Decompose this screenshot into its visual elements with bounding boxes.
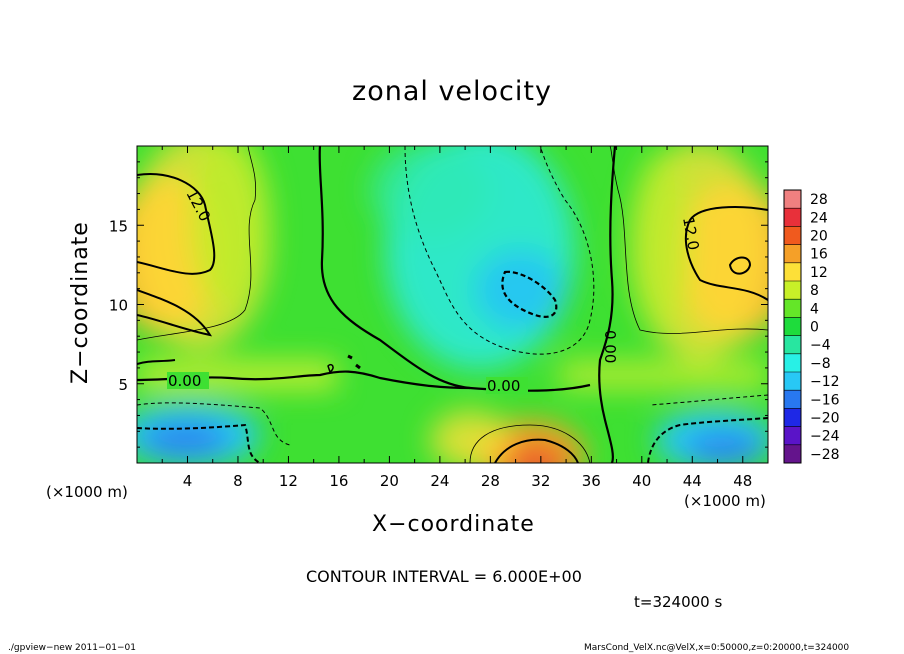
x-tick-label: 20	[380, 472, 399, 490]
colorbar-label: −12	[810, 374, 840, 390]
contour-label-right-twelve: 12.0	[679, 216, 703, 252]
colorbar-swatch	[784, 190, 801, 209]
colorbar-swatch	[784, 372, 801, 391]
x-tick-label: 8	[233, 472, 243, 490]
y-axis-unit: (×1000 m)	[46, 483, 128, 501]
colorbar-swatch	[784, 281, 801, 300]
x-axis-unit: (×1000 m)	[684, 492, 766, 510]
y-axis-label: Z−coordinate	[68, 221, 93, 384]
time-stamp: t=324000 s	[634, 593, 723, 611]
x-axis-ticks: 4 8 12 16 20 24 28 32 36 40 44 48	[161, 146, 752, 490]
contour-12-left	[137, 173, 216, 275]
colorbar-label: 4	[810, 301, 819, 317]
y-tick-label: 10	[109, 297, 128, 315]
colorbar-swatch	[784, 262, 801, 282]
contour-12-right	[684, 206, 768, 301]
colorbar-swatch	[784, 317, 801, 337]
colorbar-label: 0	[810, 320, 819, 336]
colorbar-label: −4	[810, 338, 831, 354]
x-tick-label: 4	[183, 472, 193, 490]
footer-right: MarsCond_VelX.nc@VelX,x=0:50000,z=0:2000…	[584, 643, 850, 653]
contour-label-center-zero: 0.00	[487, 377, 520, 395]
y-tick-label: 5	[118, 376, 128, 394]
colorbar-swatch	[784, 208, 801, 227]
contour-lines	[137, 146, 768, 463]
contour-0-right	[598, 146, 617, 463]
x-tick-label: 44	[683, 472, 702, 490]
contour-0-left	[318, 146, 471, 390]
colorbar-label: −24	[810, 429, 840, 445]
colorbar-swatch	[784, 408, 801, 428]
colorbar: 28 24 20 16 12 8 4 0 −4 −8 −12 −16 −20 −24 −28	[783, 189, 840, 464]
colorbar-label: 16	[810, 247, 828, 263]
colorbar-swatch	[784, 426, 801, 446]
colorbar-swatch	[784, 390, 801, 409]
x-tick-label: 28	[481, 472, 500, 490]
colorbar-swatch	[784, 226, 801, 246]
contour-label-group	[167, 372, 528, 394]
colorbar-swatch	[784, 335, 801, 355]
x-tick-label: 40	[632, 472, 651, 490]
colorbar-swatch	[784, 299, 801, 318]
colorbar-label: −28	[810, 447, 840, 463]
contour-label-right-zero: 0.00	[601, 330, 619, 363]
x-tick-label: 32	[531, 472, 550, 490]
y-tick-label: 15	[109, 217, 128, 235]
x-tick-label: 24	[430, 472, 449, 490]
colorbar-label: −8	[810, 356, 831, 372]
colorbar-swatch	[784, 244, 801, 264]
colorbar-swatch	[784, 444, 801, 464]
colorbar-label: 28	[810, 192, 828, 208]
contour-hot-6	[469, 424, 591, 463]
y-axis-ticks: 5 10 15	[109, 161, 768, 448]
colorbar-swatch	[784, 353, 801, 373]
colorbar-label: 20	[810, 229, 828, 245]
x-axis-label: X−coordinate	[372, 512, 535, 537]
x-tick-label: 48	[733, 472, 752, 490]
chart-title: zonal velocity	[352, 76, 552, 107]
contour-neg6-center	[404, 146, 595, 355]
heatmap-field	[137, 146, 768, 463]
colorbar-label: 8	[810, 283, 819, 299]
contour-label-left-zero: 0.00	[168, 372, 201, 390]
colorbar-label: 24	[810, 210, 828, 226]
colorbar-label: −16	[810, 392, 840, 408]
x-tick-label: 36	[582, 472, 601, 490]
colorbar-label: 12	[810, 265, 828, 281]
colorbar-label: −20	[810, 411, 840, 427]
x-tick-label: 16	[329, 472, 348, 490]
x-tick-label: 12	[279, 472, 298, 490]
contour-interval-text: CONTOUR INTERVAL = 6.000E+00	[306, 567, 582, 586]
footer-left: ./gpview−new 2011−01−01	[8, 643, 136, 653]
